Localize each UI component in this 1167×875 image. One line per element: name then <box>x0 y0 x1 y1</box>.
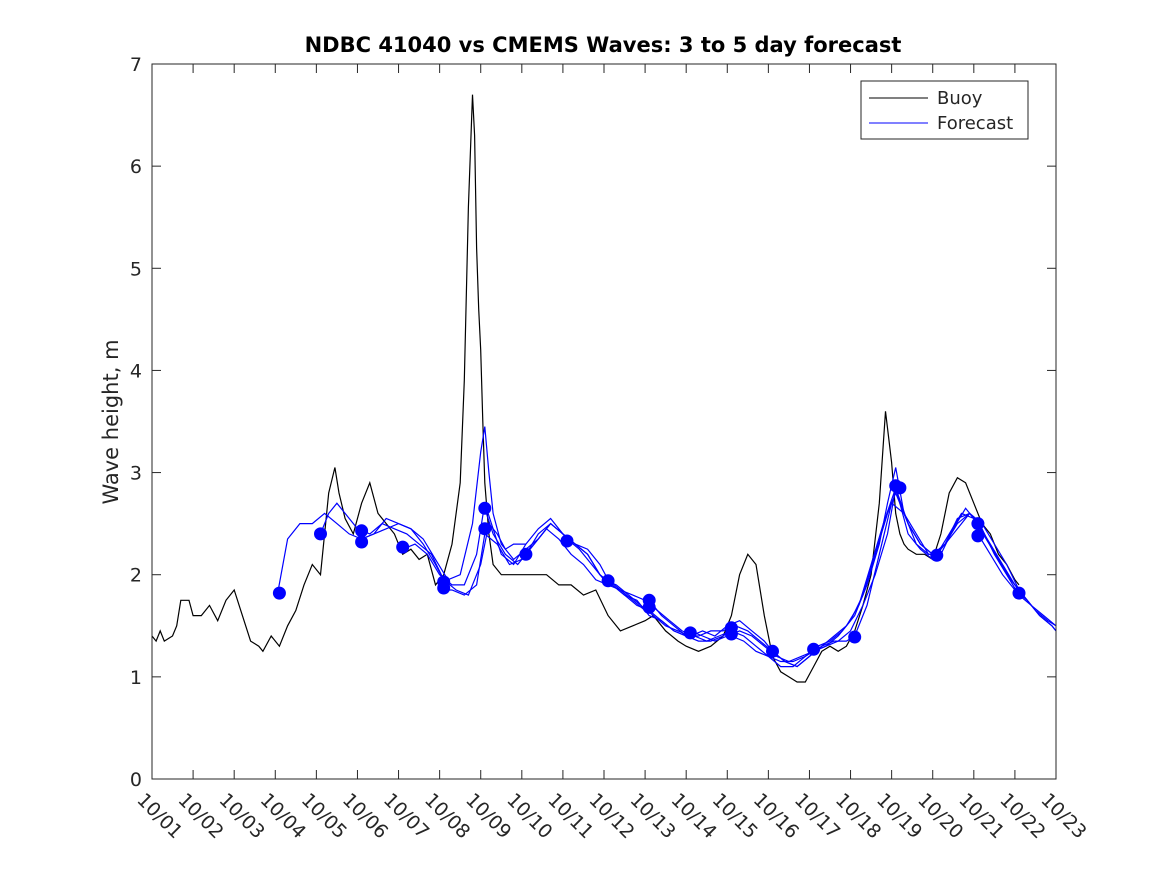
y-tick-label: 1 <box>130 667 142 689</box>
forecast-run-line-13 <box>813 491 1020 652</box>
forecast-run-line-2 <box>361 426 568 581</box>
forecast-run-line-10 <box>690 487 897 663</box>
legend: Buoy Forecast <box>860 80 1029 140</box>
y-tick-label: 7 <box>130 54 142 76</box>
buoy-series-line <box>151 94 1020 683</box>
forecast-init-marker <box>478 501 492 515</box>
forecast-init-marker <box>560 534 574 548</box>
forecast-init-marker <box>642 600 656 614</box>
forecast-init-marker <box>807 642 821 656</box>
y-tick-label: 5 <box>130 258 142 280</box>
forecast-init-marker <box>437 581 451 595</box>
forecast-init-marker <box>396 540 410 554</box>
forecast-init-marker <box>893 481 907 495</box>
forecast-init-marker <box>272 586 286 600</box>
legend-forecast-label: Forecast <box>937 113 1013 134</box>
y-axis: 0 1 2 3 4 5 6 7 <box>130 54 1056 791</box>
y-tick-label: 0 <box>130 769 142 791</box>
forecast-init-marker <box>683 626 697 640</box>
y-tick-label: 4 <box>130 360 142 382</box>
forecast-init-marker <box>766 644 779 658</box>
y-axis-label: Wave height, m <box>99 339 123 504</box>
forecast-init-marker <box>314 527 327 541</box>
forecast-init-marker <box>519 547 533 561</box>
legend-buoy-label: Buoy <box>937 88 983 109</box>
y-tick-label: 2 <box>130 565 142 587</box>
forecast-init-marker <box>355 535 369 549</box>
forecast-init-marker <box>971 517 985 531</box>
forecast-run-line-16 <box>936 512 1057 627</box>
forecast-init-marker <box>930 548 944 562</box>
plot-area <box>151 94 1057 683</box>
forecast-run-line-1 <box>319 502 526 596</box>
chart-title: NDBC 41040 vs CMEMS Waves: 3 to 5 day fo… <box>305 33 902 57</box>
forecast-init-marker <box>848 630 862 644</box>
forecast-init-marker <box>478 522 492 536</box>
forecast-init-marker <box>971 529 985 543</box>
y-tick-label: 6 <box>130 156 142 178</box>
forecast-init-marker <box>724 627 738 641</box>
forecast-init-marker <box>355 524 369 538</box>
legend-box <box>860 80 1029 140</box>
forecast-run-line-7 <box>566 538 773 652</box>
forecast-init-marker <box>1012 586 1026 600</box>
y-tick-label: 3 <box>130 463 142 485</box>
forecast-init-marker <box>601 574 615 588</box>
